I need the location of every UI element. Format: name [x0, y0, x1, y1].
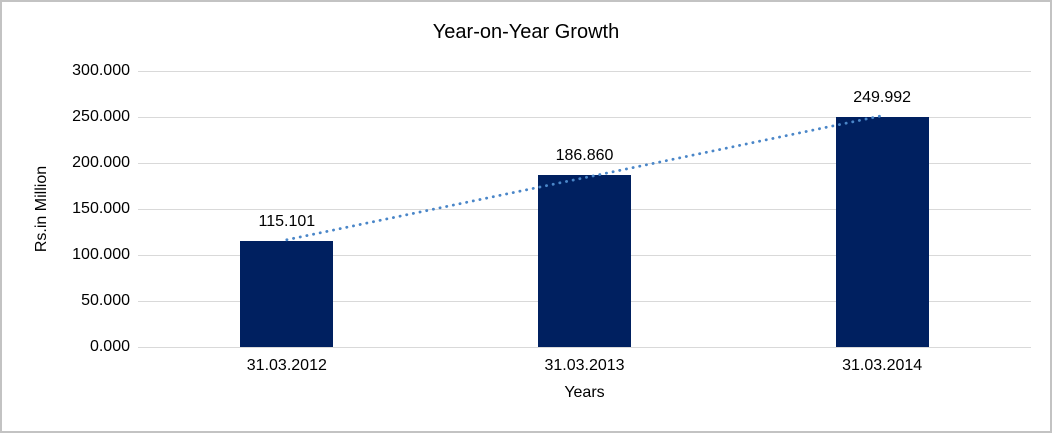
y-axis-tick-label: 200.000 [72, 154, 130, 171]
bar-31.03.2014 [835, 117, 929, 347]
gridline [138, 162, 1031, 164]
gridline [138, 116, 1031, 118]
bar-31.03.2012 [240, 241, 334, 347]
trendline-path [285, 114, 884, 242]
data-label: 249.992 [853, 89, 912, 106]
x-axis-tick-label: 31.03.2012 [246, 357, 327, 374]
chart-title: Year-on-Year Growth [432, 21, 620, 43]
x-axis-line [138, 346, 1031, 348]
data-label: 186.860 [555, 147, 614, 165]
y-axis-tick-label: 50.000 [81, 292, 130, 309]
y-axis-tick-label: 0.000 [89, 338, 130, 355]
trendline [285, 114, 884, 242]
y-axis-tick-label: 300.000 [72, 62, 130, 79]
y-axis-tick-label: 250.000 [72, 108, 130, 125]
y-axis-tick-label: 150.000 [72, 200, 130, 217]
x-axis-tick-label: 31.03.2013 [544, 357, 625, 374]
data-label: 115.101 [258, 213, 316, 231]
bar-31.03.2013 [538, 175, 631, 347]
x-axis-title: Years [564, 384, 605, 401]
y-axis-tick-label: 100.000 [72, 246, 130, 263]
gridline [138, 70, 1031, 72]
x-axis-tick-label: 31.03.2014 [842, 357, 923, 374]
